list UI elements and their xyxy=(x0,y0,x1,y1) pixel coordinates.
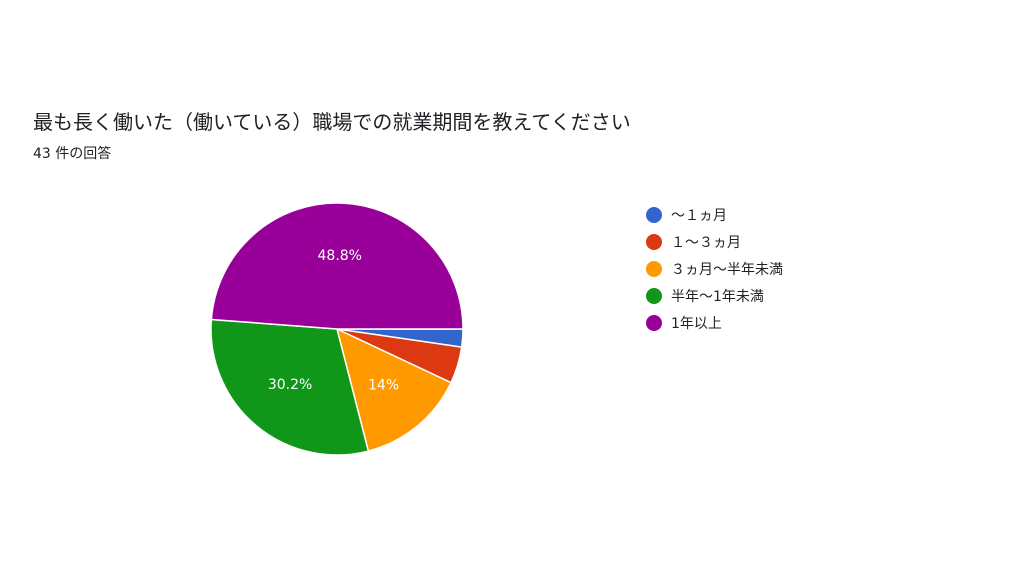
legend-item: 1年以上 xyxy=(646,309,783,336)
legend-label: ～１ヵ月 xyxy=(671,207,727,224)
pie-slices xyxy=(210,202,464,456)
legend-swatch xyxy=(646,314,662,331)
legend-label: 1年以上 xyxy=(671,315,722,332)
response-count: 43 件の回答 xyxy=(33,146,112,162)
legend-item: ３ヵ月～半年未満 xyxy=(646,255,783,282)
legend-label: ３ヵ月～半年未満 xyxy=(671,261,783,278)
legend-item: 半年～1年未満 xyxy=(646,282,783,309)
slice-data-label: 30.2% xyxy=(268,377,312,393)
pie-slice xyxy=(210,202,464,330)
pie-slice xyxy=(335,327,453,452)
legend-label: 半年～1年未満 xyxy=(671,288,764,305)
legend-item: １～３ヵ月 xyxy=(646,228,783,255)
slice-data-label: 48.8% xyxy=(318,248,362,264)
pie-data-labels: 14% 30.2% 48.8% xyxy=(268,248,399,393)
chart-legend: ～１ヵ月 １～３ヵ月 ３ヵ月～半年未満 半年～1年未満 1年以上 xyxy=(646,201,783,336)
legend-swatch xyxy=(646,233,662,250)
legend-swatch xyxy=(646,287,662,304)
legend-swatch xyxy=(646,206,662,223)
legend-item: ～１ヵ月 xyxy=(646,201,783,228)
legend-label: １～３ヵ月 xyxy=(671,234,741,251)
slice-data-label: 14% xyxy=(368,377,399,393)
chart-title: 最も長く働いた（働いている）職場での就業期間を教えてください xyxy=(33,110,631,134)
pie-slice xyxy=(210,318,370,456)
legend-swatch xyxy=(646,260,662,277)
